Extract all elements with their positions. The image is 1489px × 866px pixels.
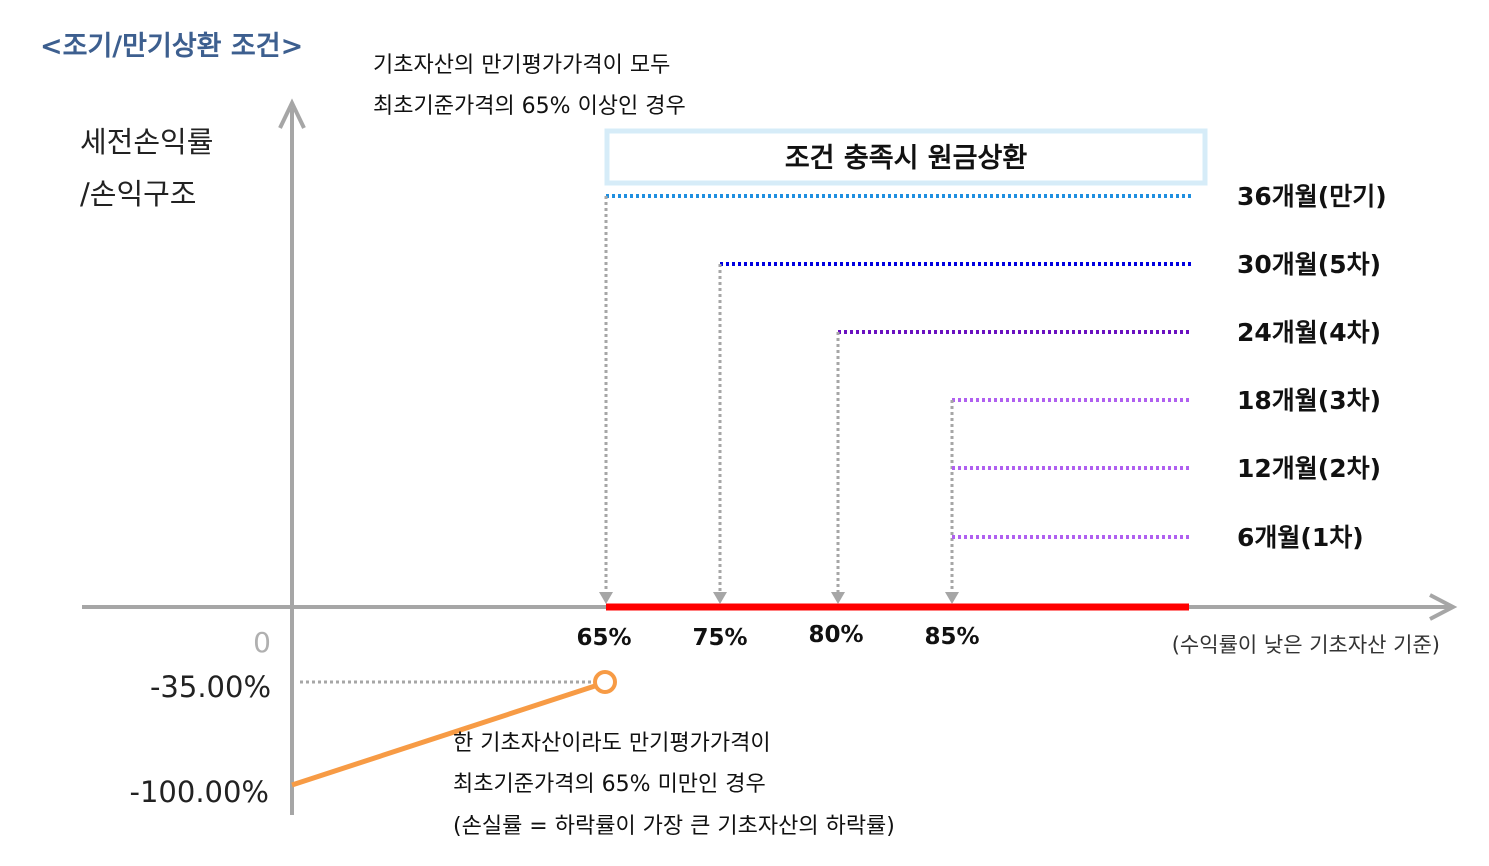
y-axis-label-2: /손익구조 [80, 177, 197, 211]
top-note-line-2: 최초기준가격의 65% 이상인 경우 [373, 94, 686, 119]
diagram-title: <조기/만기상환 조건> [40, 31, 303, 62]
loss-line [291, 682, 599, 788]
condition-box-label: 조건 충족시 원금상환 [785, 143, 1028, 174]
arrow-down-icon [831, 592, 845, 604]
condition-box [604, 128, 1208, 186]
barrier-period-label: 36개월(만기) [1237, 182, 1387, 211]
barrier-period-label: 6개월(1차) [1237, 523, 1364, 552]
x-tick-65: 65% [576, 625, 631, 651]
arrow-down-icon [945, 592, 959, 604]
bottom-note-line-3: (손실률 = 하락률이 가장 큰 기초자산의 하락률) [453, 814, 895, 839]
x-axis-arrow-icon [1429, 593, 1458, 621]
zero-label: 0 [253, 626, 271, 659]
y-axis-label-1: 세전손익률 [80, 125, 213, 159]
x-tick-85: 85% [924, 624, 979, 650]
top-note-line-1: 기초자산의 만기평가가격이 모두 [373, 53, 670, 78]
arrow-down-icon [599, 592, 613, 604]
x-tick-80: 80% [808, 622, 863, 648]
bottom-note-line-1: 한 기초자산이라도 만기평가가격이 [453, 731, 771, 756]
barrier-period-label: 12개월(2차) [1237, 454, 1381, 483]
x-axis-note: (수익률이 낮은 기초자산 기준) [1172, 633, 1440, 657]
barrier-period-label: 18개월(3차) [1237, 386, 1381, 415]
barrier-open-circle [593, 670, 617, 694]
barrier-period-label: 24개월(4차) [1237, 318, 1381, 347]
arrow-down-icon [713, 592, 727, 604]
x-tick-75: 75% [692, 625, 747, 651]
barrier-period-label: 30개월(5차) [1237, 250, 1381, 279]
bottom-note-line-2: 최초기준가격의 65% 미만인 경우 [453, 772, 766, 797]
y-tick-minus100: -100.00% [130, 775, 270, 809]
y-tick-minus35: -35.00% [150, 670, 271, 704]
y-axis-arrow-icon [278, 98, 306, 129]
